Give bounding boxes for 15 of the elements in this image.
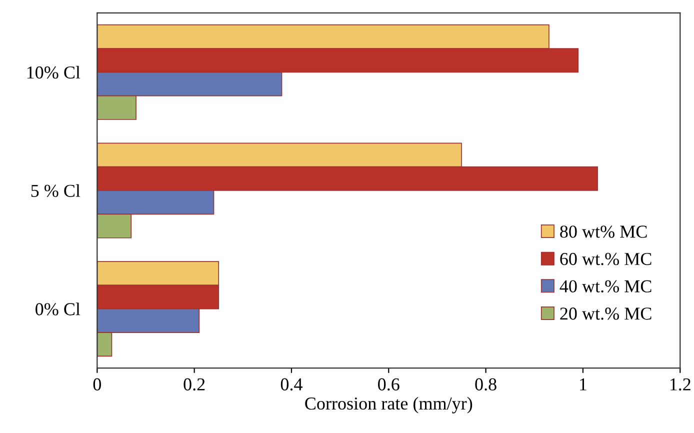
- x-tick-label: 0.6: [378, 378, 400, 391]
- x-tick-label: 0.8: [475, 378, 496, 391]
- x-axis-title: Corrosion rate (mm/yr): [305, 396, 472, 414]
- legend-label: 20 wt.% MC: [560, 308, 652, 320]
- x-tick-label: 1.2: [670, 378, 690, 391]
- x-tick-label: 0.2: [184, 378, 205, 391]
- y-tick-label: 10% Cl: [27, 66, 80, 79]
- x-tick-label: 1: [580, 378, 586, 390]
- y-tick-label: 0% Cl: [36, 302, 80, 316]
- legend-label: 60 wt.% MC: [560, 252, 652, 266]
- x-tick-label: 0.4: [280, 378, 302, 391]
- y-tick-label: 5 % Cl: [31, 184, 80, 198]
- legend-label: 40 wt.% MC: [560, 280, 652, 292]
- x-tick-label: 0: [93, 378, 101, 390]
- legend-label: 80 wt% MC: [560, 226, 647, 238]
